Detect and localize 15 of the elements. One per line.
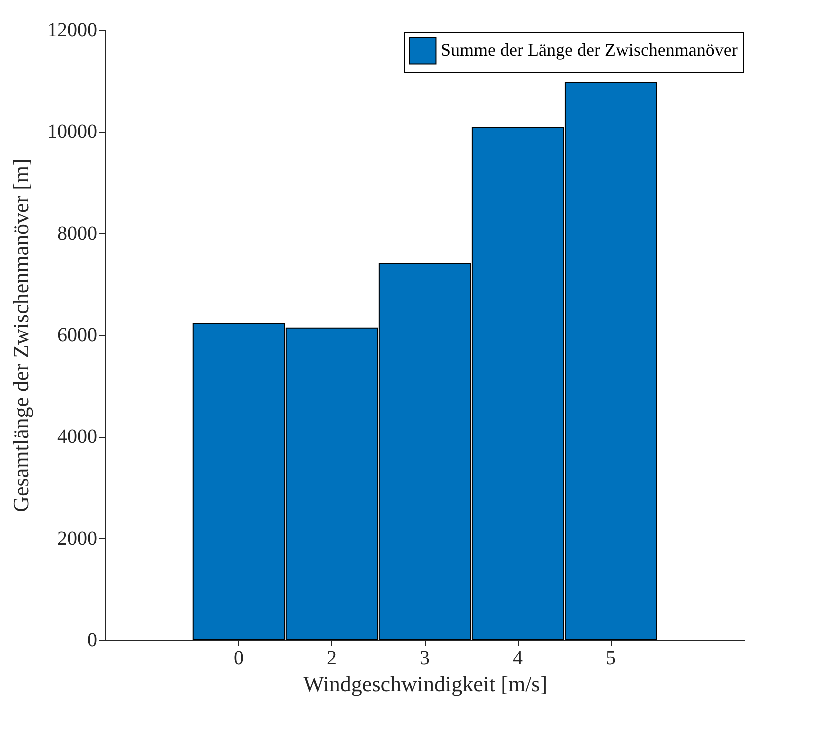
y-tick-label: 0	[88, 630, 98, 652]
y-tick-label: 10000	[48, 121, 98, 144]
y-tick-label: 8000	[58, 222, 98, 245]
y-tick-label: 12000	[48, 20, 98, 42]
x-tick-label: 0	[234, 648, 244, 670]
x-axis-title: Windgeschwindigkeit [m/s]	[303, 672, 548, 696]
y-tick-label: 4000	[58, 426, 98, 448]
x-tick-label: 2	[326, 648, 337, 670]
y-axis-title: Gesamtlänge der Zwischenmanöver [m]	[8, 158, 34, 512]
x-tick-label: 3	[420, 648, 430, 670]
legend-label: Summe der Länge der Zwischenmanöver	[441, 40, 738, 60]
y-tick-label: 2000	[58, 528, 98, 550]
x-tick-label: 5	[606, 648, 616, 670]
x-tick-label: 4	[513, 648, 524, 670]
y-tick-label: 6000	[58, 324, 98, 346]
